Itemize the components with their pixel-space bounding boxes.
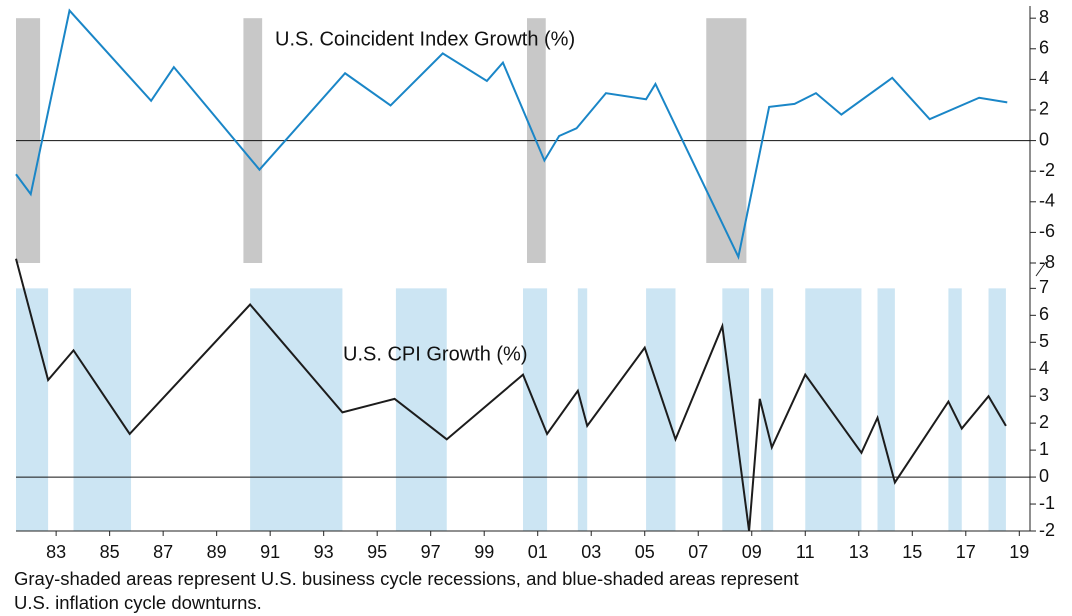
shade-band bbox=[805, 288, 862, 531]
axis-break bbox=[1035, 261, 1047, 277]
shade-band bbox=[73, 288, 132, 531]
y-tick-label: -1 bbox=[1039, 493, 1055, 513]
y-tick-label: -4 bbox=[1039, 191, 1055, 211]
shade-band bbox=[761, 288, 774, 531]
y-tick-label: -8 bbox=[1039, 252, 1055, 272]
y-tick-label: 8 bbox=[1039, 7, 1049, 27]
caption: Gray-shaded areas represent U.S. busines… bbox=[14, 568, 799, 589]
shade-band bbox=[395, 288, 447, 531]
x-tick-label: 11 bbox=[796, 542, 815, 562]
y-tick-label: 6 bbox=[1039, 304, 1049, 324]
x-tick-label: 97 bbox=[421, 542, 441, 562]
y-tick-label: -6 bbox=[1039, 221, 1055, 241]
chart-title: U.S. Coincident Index Growth (%) bbox=[275, 28, 575, 50]
y-tick-label: 3 bbox=[1039, 385, 1049, 405]
y-tick-label: 4 bbox=[1039, 358, 1049, 378]
x-tick-label: 09 bbox=[742, 542, 762, 562]
caption: U.S. inflation cycle downturns. bbox=[14, 592, 262, 613]
y-tick-label: -2 bbox=[1039, 520, 1055, 540]
x-tick-label: 87 bbox=[153, 542, 173, 562]
x-tick-label: 95 bbox=[367, 542, 387, 562]
x-tick-label: 07 bbox=[688, 542, 708, 562]
y-tick-label: 1 bbox=[1039, 439, 1049, 459]
x-tick-label: 01 bbox=[528, 542, 548, 562]
series-line bbox=[15, 258, 1007, 532]
x-tick-label: 05 bbox=[635, 542, 655, 562]
x-tick-label: 91 bbox=[260, 542, 280, 562]
x-tick-label: 15 bbox=[902, 542, 922, 562]
y-tick-label: -2 bbox=[1039, 160, 1055, 180]
series-line bbox=[15, 8, 1008, 260]
y-tick-label: 0 bbox=[1039, 466, 1049, 486]
y-tick-label: 2 bbox=[1039, 99, 1049, 119]
shade-band bbox=[16, 288, 49, 531]
y-tick-label: 0 bbox=[1039, 129, 1049, 149]
x-tick-label: 99 bbox=[474, 542, 494, 562]
x-tick-label: 85 bbox=[100, 542, 120, 562]
y-tick-label: 5 bbox=[1039, 331, 1049, 351]
x-tick-label: 13 bbox=[849, 542, 869, 562]
x-tick-label: 17 bbox=[956, 542, 976, 562]
shade-band bbox=[523, 288, 548, 531]
shade-band bbox=[877, 288, 895, 531]
y-tick-label: 7 bbox=[1039, 277, 1049, 297]
shade-band bbox=[948, 288, 962, 531]
y-tick-label: 2 bbox=[1039, 412, 1049, 432]
shade-layer bbox=[16, 18, 1006, 531]
x-tick-label: 83 bbox=[46, 542, 66, 562]
x-tick-label: 93 bbox=[314, 542, 334, 562]
x-tick-label: 19 bbox=[1009, 542, 1029, 562]
y-tick-label: 6 bbox=[1039, 38, 1049, 58]
x-tick-label: 89 bbox=[207, 542, 227, 562]
y-tick-label: 4 bbox=[1039, 68, 1049, 88]
shade-band bbox=[646, 288, 676, 531]
shade-band bbox=[250, 288, 343, 531]
x-tick-label: 03 bbox=[581, 542, 601, 562]
chart-title: U.S. CPI Growth (%) bbox=[343, 343, 527, 365]
